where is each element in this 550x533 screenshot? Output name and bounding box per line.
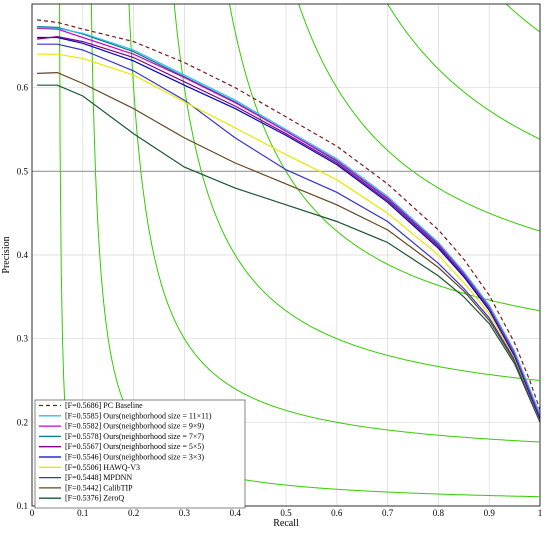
series-lines [37,19,540,423]
x-tick-label: 0.7 [382,508,394,518]
legend-entry: [F=0.5546] Ours(neighborhood size = 3×3) [65,453,204,462]
y-tick-label: 0.1 [17,501,28,511]
y-axis-label: Precision [1,236,12,273]
series-line [37,36,540,420]
x-tick-label: 0.8 [433,508,445,518]
series-line [37,71,540,422]
series-line [37,84,540,423]
legend-entry: [F=0.5567] Ours(neighborhood size = 5×5) [65,442,204,451]
x-axis-label: Recall [273,518,299,529]
x-tick-label: 0.5 [280,508,292,518]
legend-entry: [F=0.5506] HAWQ-V3 [65,463,140,472]
y-tick-labels: 0.1 0.2 0.3 0.4 0.5 0.6 [17,83,29,511]
legend-entry: [F=0.5376] ZeroQ [65,494,124,503]
x-tick-label: 0 [30,508,35,518]
legend: [F=0.5686] PC Baseline[F=0.5585] Ours(ne… [34,399,246,509]
iso-f-curve [173,4,540,381]
plot-frame [31,3,541,507]
y-tick-label: 0.3 [17,334,29,344]
x-tick-label: 0.4 [230,508,242,518]
x-tick-label: 0.9 [484,508,496,518]
iso-f-curve [298,4,540,232]
x-tick-label: 0.6 [331,508,343,518]
x-tick-label: 0.3 [179,508,191,518]
legend-entry: [F=0.5442] CalibTIP [65,483,133,492]
series-line [37,43,540,421]
legend-entry: [F=0.5585] Ours(neighborhood size = 11×1… [65,411,212,420]
x-tick-labels: 0 0.1 0.2 0.3 0.4 0.5 0.6 0.7 0.8 0.9 1 [30,508,543,518]
y-tick-label: 0.6 [17,83,29,93]
legend-entry: [F=0.5448] MPDNN [65,473,132,482]
legend-box [34,399,246,509]
legend-entry: [F=0.5578] Ours(neighborhood size = 7×7) [65,432,204,441]
y-tick-label: 0.2 [17,417,28,427]
y-tick-label: 0.4 [17,250,29,260]
x-tick-label: 0.1 [77,508,88,518]
series-line [37,53,540,421]
series-line [37,26,540,415]
iso-f-curve [386,4,540,140]
y-tick-label: 0.5 [17,166,29,176]
series-line [37,27,540,416]
x-tick-label: 0.2 [128,508,139,518]
iso-f-curve [128,4,540,443]
legend-entry: [F=0.5582] Ours(neighborhood size = 9×9) [65,422,204,431]
legend-entry: [F=0.5686] PC Baseline [65,401,143,410]
series-line [37,19,540,410]
x-tick-label: 1 [538,508,543,518]
